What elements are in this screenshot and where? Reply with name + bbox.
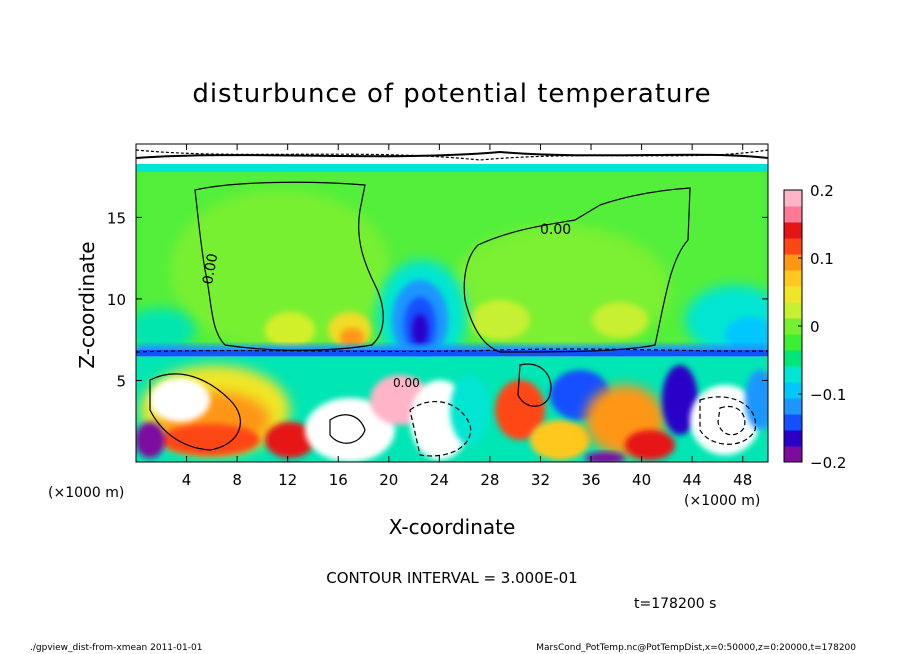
colorbar-cell [784,318,802,335]
x-tick-label: 36 [581,471,600,489]
x-tick-label: 40 [632,471,651,489]
colorbar-ticks: 0.2 0.1 0 −0.1 −0.2 [798,182,846,472]
x-tick-label: 32 [531,471,550,489]
colorbar-cell [784,254,802,271]
x-axis-label: X-coordinate [389,515,516,539]
contour-lines [136,149,768,457]
colorbar-cell [784,270,802,287]
colorbar-tick-label: 0.1 [810,250,834,268]
colorbar-cells [784,190,802,463]
y-tick-label: 5 [116,372,126,390]
colorbar-cell [784,430,802,447]
colorbar-cell [784,414,802,431]
y-axis: 5 10 15 [107,209,768,390]
x-tick-label: 20 [379,471,398,489]
contour-label: 0.00 [540,222,571,238]
colorbar-cell [784,350,802,367]
time-text: t=178200 s [634,596,716,612]
x-tick-label: 8 [232,471,242,489]
colorbar-cell [784,382,802,399]
contour-lower-dashed-2 [699,396,757,445]
plot-frame [135,143,769,463]
contour-lower-solid-1 [149,373,241,451]
colorbar-tick-label: 0 [810,318,820,336]
colorbar-cell [784,398,802,415]
colorbar-tick-label: −0.1 [810,386,846,404]
contour-lower-dashed-3 [717,406,746,436]
y-unit-label: (×1000 m) [48,485,124,501]
x-tick-label: 12 [278,471,297,489]
contour-lower-solid-2 [329,414,366,444]
colorbar-cell [784,190,802,207]
chart-title: disturbunce of potential temperature [192,79,711,109]
colorbar-tick-label: 0.2 [810,182,834,200]
heatmap-field [136,144,768,462]
contour-zero-right [463,187,691,353]
colorbar-cell [784,206,802,223]
y-tick-label: 15 [107,209,126,227]
footer-left: ./gpview_dist-from-xmean 2011-01-01 [30,643,202,653]
colorbar-cell [784,238,802,255]
colorbar-cell [784,366,802,383]
colorbar-cell [784,286,802,303]
colorbar: 0.2 0.1 0 −0.1 −0.2 [783,182,846,472]
x-axis: 4 8 12 16 20 24 28 32 36 40 44 48 [182,144,752,489]
y-tick-label: 10 [107,291,126,309]
colorbar-cell [784,222,802,239]
colorbar-tick-label: −0.2 [810,454,846,472]
contour-interval-text: CONTOUR INTERVAL = 3.000E-01 [326,569,577,587]
x-tick-label: 48 [733,471,752,489]
contour-lower-solid-3 [517,363,552,407]
x-unit-label: (×1000 m) [684,493,760,509]
y-axis-label: Z-coordinate [75,241,99,368]
contour-label: 0.00 [200,252,221,285]
contour-label: 0.00 [393,376,420,390]
footer-right: MarsCond_PotTemp.nc@PotTempDist,x=0:5000… [536,643,856,653]
x-tick-label: 44 [683,471,702,489]
colorbar-cell [784,446,802,463]
contour-zero-left [194,181,384,351]
x-tick-label: 24 [430,471,449,489]
contour-top-band [136,150,768,159]
plot-area [136,144,768,462]
contour-label-group: 0.00 0.00 0.00 [200,222,571,390]
x-tick-label: 16 [329,471,348,489]
contour-lower-dashed-1 [409,401,472,457]
x-tick-label: 4 [182,471,192,489]
x-tick-label: 28 [480,471,499,489]
contour-top-band-2 [136,149,768,161]
colorbar-cell [784,334,802,351]
colorbar-cell [784,302,802,319]
